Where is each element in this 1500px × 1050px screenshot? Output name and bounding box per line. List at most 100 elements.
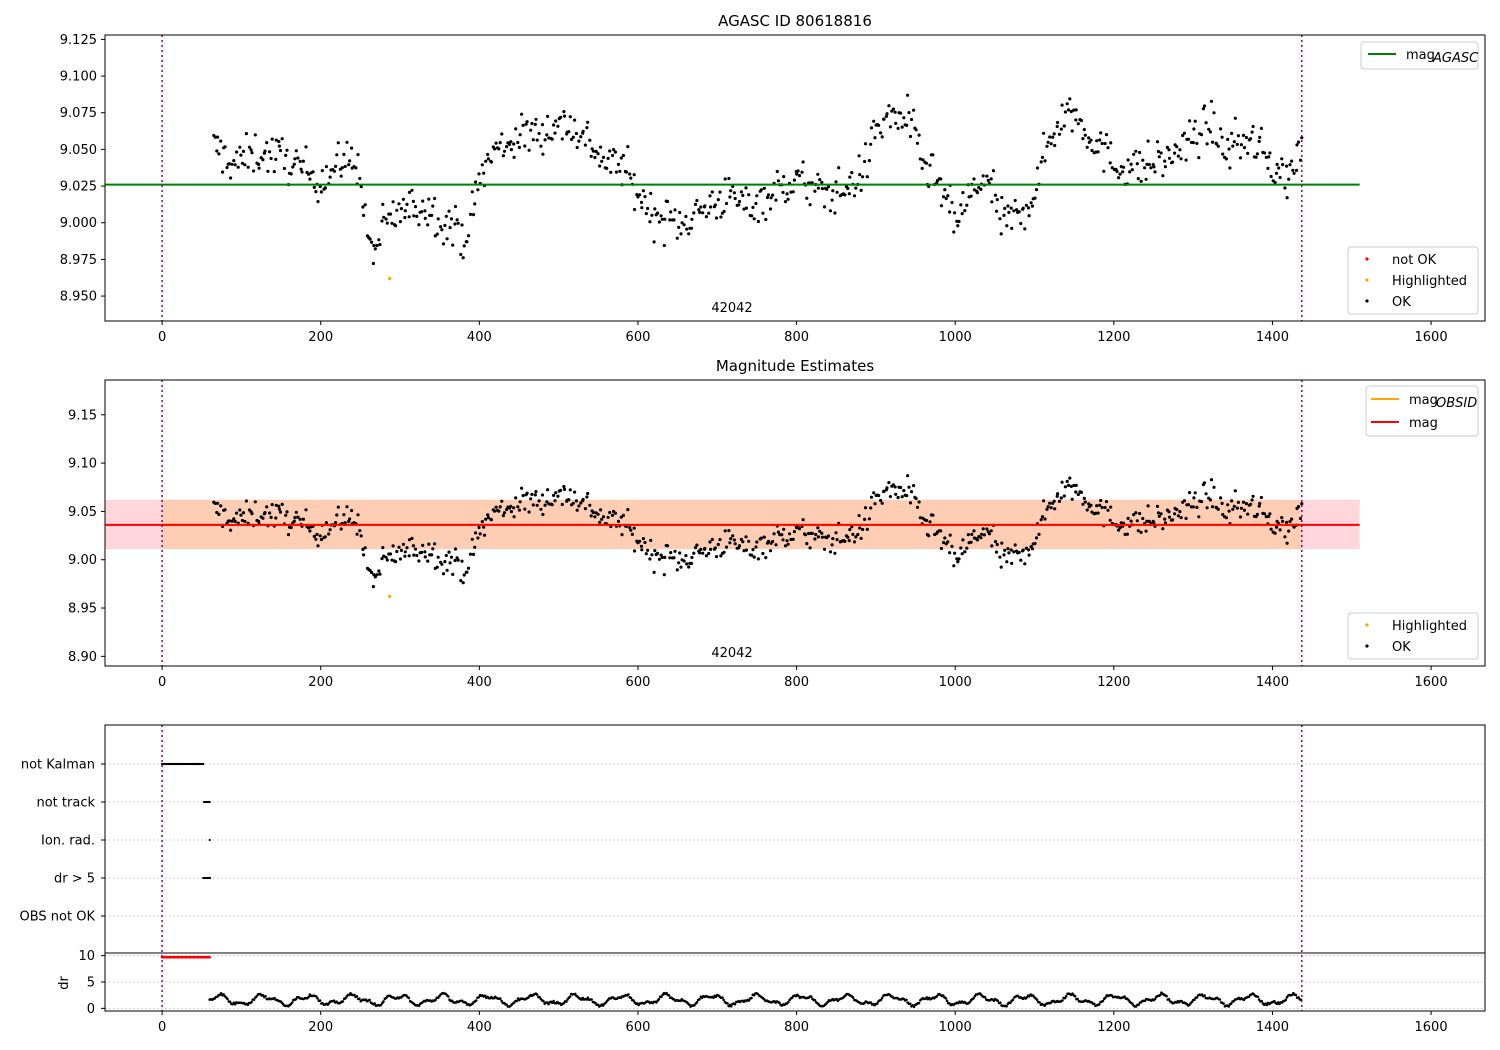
ok-point (324, 165, 328, 169)
ok-point (541, 512, 545, 517)
ok-point (914, 496, 918, 501)
flag-label: not Kalman (21, 758, 95, 773)
ok-point (920, 166, 924, 170)
ok-point (1163, 159, 1167, 163)
ok-point (621, 513, 626, 518)
ok-point (1281, 519, 1285, 524)
ok-point (1135, 162, 1139, 166)
flag-label: OBS not OK (20, 910, 96, 925)
ok-point (270, 137, 274, 141)
ok-point (1123, 532, 1127, 537)
ok-point (277, 139, 281, 144)
dr-point (733, 1002, 737, 1006)
ok-point (417, 559, 421, 563)
ok-point (1202, 481, 1207, 485)
dr-point (538, 995, 541, 999)
ok-point (545, 133, 549, 137)
ok-point (420, 210, 424, 214)
dr-points (160, 955, 1303, 1008)
ok-point (873, 502, 877, 506)
ok-point (1287, 177, 1291, 181)
ok-point (1034, 188, 1039, 192)
x-tick-label: 800 (784, 330, 809, 345)
ok-point (537, 131, 541, 136)
ok-point (559, 488, 563, 492)
legend-mag-label: mag (1406, 48, 1435, 63)
ok-point (269, 515, 273, 520)
ok-point (340, 166, 344, 170)
dr-point (565, 1000, 568, 1003)
ok-point (1098, 503, 1102, 507)
ok-point (570, 137, 574, 141)
dr-point (983, 995, 987, 999)
dr-point (908, 1002, 912, 1005)
ok-point (1235, 506, 1239, 510)
ok-point (521, 494, 525, 498)
ok-point (363, 546, 367, 550)
ok-point (594, 149, 598, 154)
ok-point (833, 551, 837, 555)
ok-point (482, 525, 486, 529)
ok-point (987, 532, 992, 536)
ok-point (999, 565, 1003, 569)
ok-point (1104, 500, 1109, 504)
ok-point (512, 515, 516, 519)
ok-point (1052, 132, 1056, 136)
ok-point (668, 556, 672, 560)
ok-point (831, 189, 835, 193)
ok-point (560, 502, 564, 507)
ok-point (873, 136, 877, 140)
ok-point (430, 213, 434, 217)
ok-point (906, 474, 910, 478)
ok-point (633, 207, 637, 212)
ok-point (407, 538, 412, 542)
ok-point (223, 508, 227, 512)
ok-point (1278, 528, 1282, 532)
ok-point (451, 572, 455, 577)
ok-point (605, 166, 609, 170)
ok-point (704, 215, 709, 219)
legend-ok-label: OK (1392, 295, 1411, 310)
ok-point (335, 513, 339, 517)
ok-point (531, 503, 535, 507)
ok-point (308, 177, 312, 181)
ok-point (484, 159, 488, 163)
dr-point (344, 997, 347, 1000)
ok-point (816, 172, 820, 176)
ok-point (1066, 483, 1071, 487)
ok-point (1146, 139, 1150, 143)
ok-point (835, 538, 839, 542)
ok-point (1059, 127, 1063, 131)
ok-point (1062, 124, 1066, 128)
ok-point (1082, 128, 1086, 132)
ok-point (1118, 526, 1122, 530)
dr-point (797, 994, 800, 998)
dr-point (505, 1003, 508, 1006)
ok-point (217, 512, 221, 517)
ok-point (965, 546, 969, 550)
ok-point (1066, 108, 1071, 112)
ok-point (285, 510, 289, 514)
ok-point (486, 152, 490, 157)
ok-point (1134, 149, 1138, 153)
ok-point (880, 135, 884, 139)
ok-point (407, 215, 411, 219)
ok-point (953, 551, 957, 555)
ok-point (593, 155, 597, 160)
ok-point (900, 125, 904, 129)
ok-point (433, 196, 437, 201)
legend-ok-marker (1365, 644, 1369, 648)
ok-point (703, 546, 707, 551)
ok-point (527, 148, 531, 152)
ok-point (531, 138, 535, 142)
ok-point (556, 124, 560, 128)
ok-point (851, 532, 855, 537)
ok-point (1239, 143, 1243, 147)
ok-point (509, 510, 513, 514)
ok-point (687, 232, 691, 236)
ok-point (441, 572, 446, 576)
ok-point (540, 123, 545, 127)
ok-point (649, 538, 653, 543)
dr-point (750, 996, 753, 1000)
ok-point (765, 195, 770, 200)
